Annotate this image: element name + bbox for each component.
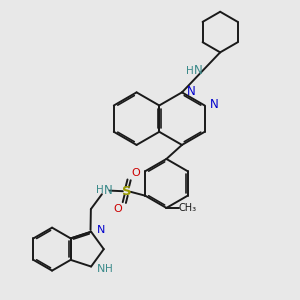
Text: N: N xyxy=(187,85,196,98)
Text: N: N xyxy=(210,98,218,111)
Text: CH₃: CH₃ xyxy=(178,203,197,213)
Text: N: N xyxy=(97,264,105,274)
Text: N: N xyxy=(97,225,105,235)
Text: H: H xyxy=(105,264,112,274)
Text: N: N xyxy=(194,64,203,77)
Text: S: S xyxy=(122,185,131,198)
Text: N: N xyxy=(103,184,112,196)
Text: H: H xyxy=(186,66,194,76)
Text: O: O xyxy=(131,168,140,178)
Text: O: O xyxy=(113,204,122,214)
Text: H: H xyxy=(96,185,104,195)
